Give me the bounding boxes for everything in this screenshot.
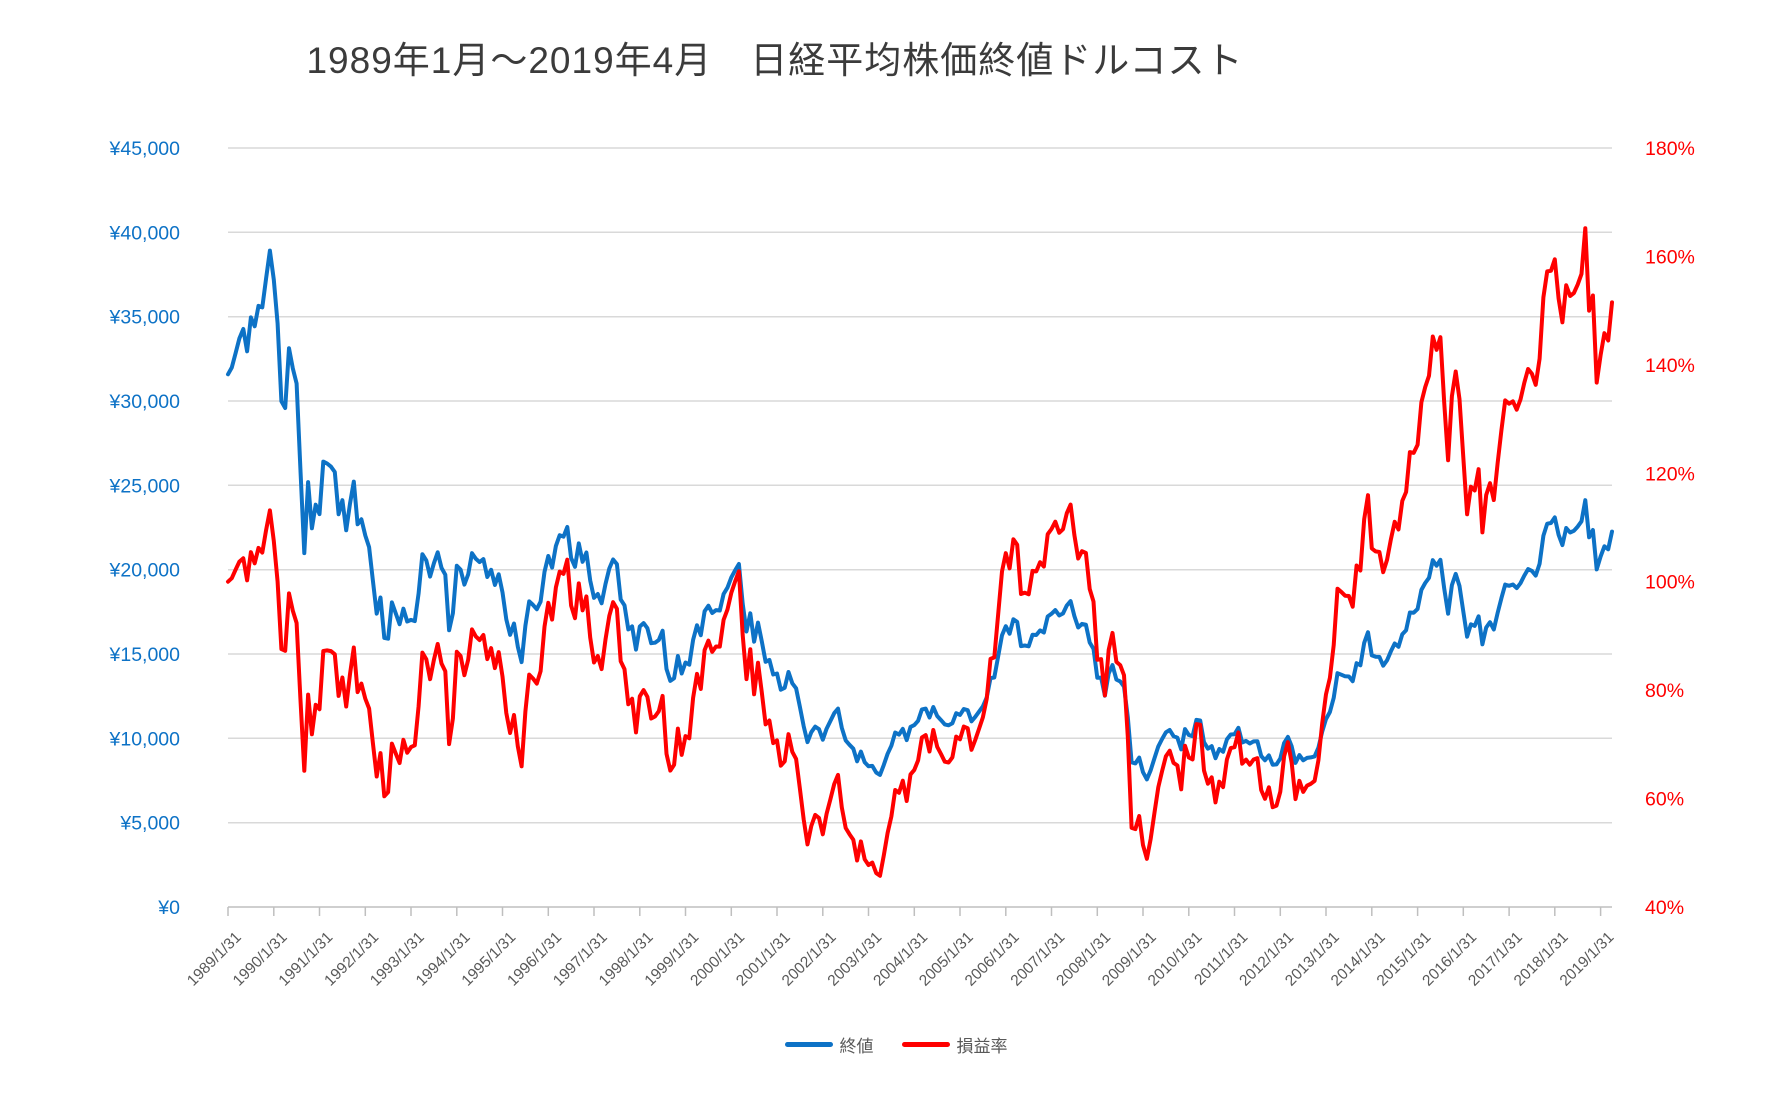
legend: 終値 損益率 (0, 1032, 1792, 1057)
y-axis-left-label: ¥45,000 (109, 138, 181, 160)
y-axis-left-label: ¥10,000 (109, 728, 181, 750)
y-axis-right-label: 80% (1645, 680, 1684, 702)
y-axis-left-label: ¥40,000 (109, 222, 181, 244)
y-axis-right-label: 60% (1645, 789, 1684, 811)
y-axis-left-label: ¥35,000 (109, 307, 181, 329)
series-ratio-line (226, 226, 1614, 878)
y-axis-left-label: ¥25,000 (109, 475, 181, 497)
y-axis-left-label: ¥0 (157, 897, 180, 919)
y-axis-left-label: ¥20,000 (109, 560, 181, 582)
y-axis-right-label: 40% (1645, 897, 1684, 919)
y-axis-right-label: 140% (1645, 355, 1695, 377)
legend-item-close: 終値 (784, 1032, 874, 1057)
y-axis-left-label: ¥15,000 (109, 644, 181, 666)
y-axis-right-label: 180% (1645, 138, 1695, 160)
legend-label-ratio: 損益率 (956, 1037, 1008, 1056)
close-line-swatch (784, 1042, 833, 1047)
y-axis-left-label: ¥30,000 (109, 391, 181, 413)
y-axis-right-label: 120% (1645, 463, 1695, 485)
y-axis-right-label: 160% (1645, 246, 1695, 268)
chart-title: 1989年1月～2019年4月 日経平均株価終値ドルコスト (306, 40, 1244, 81)
y-axis-right-label: 100% (1645, 572, 1695, 594)
ratio-line-swatch (901, 1042, 950, 1047)
y-axis-left-label: ¥5,000 (119, 813, 180, 835)
series-close-line (226, 248, 1614, 782)
legend-label-close: 終値 (839, 1037, 874, 1056)
legend-item-ratio: 損益率 (901, 1032, 1008, 1057)
